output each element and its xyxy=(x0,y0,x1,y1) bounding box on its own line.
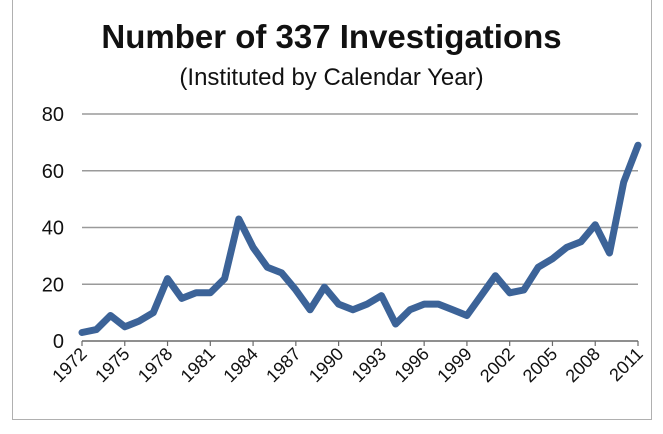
series-layer xyxy=(78,141,642,336)
chart-frame xyxy=(12,0,652,420)
y-tick-label: 0 xyxy=(53,331,64,353)
x-tick-label: 1987 xyxy=(262,344,304,386)
y-tick-label: 20 xyxy=(42,274,64,296)
chart-title: Number of 337 Investigations xyxy=(101,18,562,55)
x-tick-label: 1984 xyxy=(219,344,261,386)
x-tick-label: 1993 xyxy=(348,344,390,386)
x-tick-label: 2011 xyxy=(605,344,647,386)
y-tick-label: 40 xyxy=(42,218,64,240)
chart-subtitle: (Instituted by Calendar Year) xyxy=(179,64,484,91)
x-tick-label: 2008 xyxy=(562,344,604,386)
y-tick-label: 60 xyxy=(42,161,64,183)
series-line-0 xyxy=(78,141,642,336)
x-tick-label: 2002 xyxy=(476,344,518,386)
x-axis-ticks: 1972 1975 1978 1981 1984 1987 1990 1993 1996 1999… xyxy=(48,341,647,386)
x-tick-label: 1996 xyxy=(391,344,433,386)
x-tick-label: 1978 xyxy=(134,344,176,386)
x-tick-label: 1975 xyxy=(91,344,133,386)
y-axis-ticks: 0 20 40 60 80 xyxy=(42,104,64,353)
y-tick-label: 80 xyxy=(42,104,64,126)
grid-lines xyxy=(82,113,638,285)
x-tick-label: 1990 xyxy=(305,344,347,386)
x-tick-label: 1999 xyxy=(433,344,475,386)
x-tick-label: 1981 xyxy=(177,344,219,386)
x-tick-label: 2005 xyxy=(519,344,561,386)
